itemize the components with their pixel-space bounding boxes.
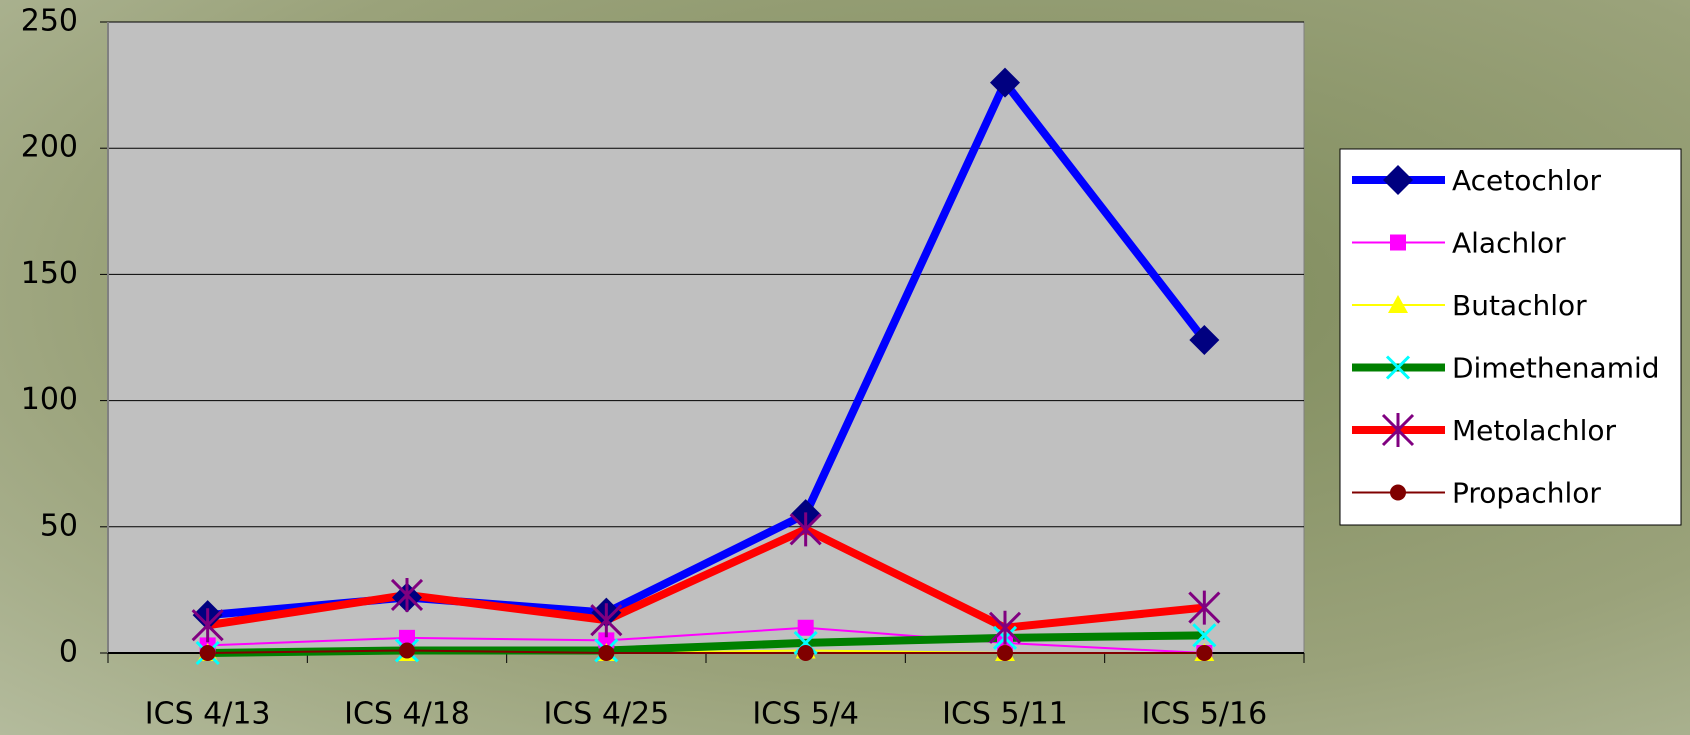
legend: Acetochlor Alachlor Butachlor Dimethenamid M… <box>1340 149 1681 525</box>
x-tick-label: ICS 5/11 <box>942 697 1068 732</box>
page: {"chart_data": {"type": "line", "categor… <box>0 0 1690 735</box>
y-tick-label: 150 <box>21 256 78 291</box>
data-point <box>798 620 814 636</box>
x-tick-label: ICS 5/4 <box>752 697 859 732</box>
legend-label: Butachlor <box>1452 289 1587 322</box>
data-point <box>399 642 415 658</box>
legend-box <box>1340 149 1681 525</box>
legend-marker <box>1390 485 1406 501</box>
data-point <box>997 645 1013 661</box>
chart: Acetochlor Alachlor Butachlor Dimethenamid M… <box>0 0 1690 735</box>
legend-marker <box>1390 235 1406 251</box>
y-tick-label: 100 <box>21 382 78 417</box>
data-point <box>798 645 814 661</box>
data-point <box>598 645 614 661</box>
y-tick-label: 50 <box>40 508 78 543</box>
x-tick-label: ICS 4/18 <box>344 697 470 732</box>
x-tick-label: ICS 5/16 <box>1141 697 1267 732</box>
data-point <box>1196 645 1212 661</box>
y-tick-label: 0 <box>59 635 78 670</box>
legend-label: Metolachlor <box>1452 414 1616 447</box>
plot-area <box>108 22 1304 653</box>
legend-label: Propachlor <box>1452 477 1601 510</box>
y-tick-label: 250 <box>21 4 78 39</box>
legend-label: Acetochlor <box>1452 164 1601 197</box>
data-point <box>200 645 216 661</box>
legend-label: Dimethenamid <box>1452 352 1660 385</box>
x-tick-label: ICS 4/13 <box>145 697 271 732</box>
legend-label: Alachlor <box>1452 227 1566 260</box>
x-tick-label: ICS 4/25 <box>543 697 669 732</box>
y-tick-label: 200 <box>21 130 78 165</box>
